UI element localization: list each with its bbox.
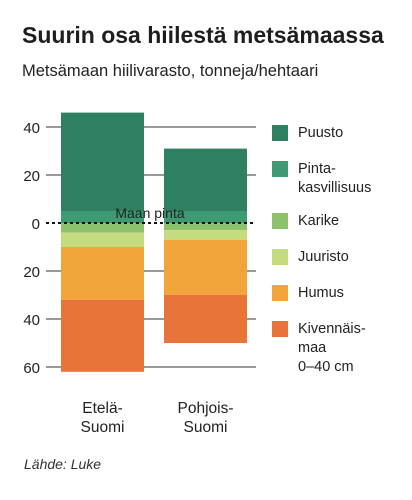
legend-item: Juuristo [272,248,349,267]
bar-segment [61,299,144,372]
bar-segment [164,211,247,223]
bar-segment [61,112,144,211]
legend-label: Humus [298,285,344,301]
bar-segment [61,211,144,223]
bar-segment [164,295,247,343]
y-tick-label: 40 [23,312,40,329]
legend-item: Puusto [272,124,343,143]
legend-swatch [272,285,288,301]
category-label: Pohjois-Suomi [178,400,234,436]
legend-swatch [272,213,288,229]
legend-item: Kivennäis- maa 0–40 cm [272,320,366,377]
legend-swatch [272,161,288,177]
ground-label: Maan pinta [115,205,184,221]
legend-swatch [272,249,288,265]
bar-segment [164,223,247,231]
legend-label: Kivennäis- maa 0–40 cm [298,321,366,375]
y-tick-label: 20 [23,168,40,185]
bar-segment [164,148,247,211]
legend-label: Juuristo [298,249,349,265]
bar-segment [61,247,144,300]
legend-item: Karike [272,212,339,231]
y-tick-label: 20 [23,264,40,281]
legend-item: Pinta- kasvillisuus [272,160,371,198]
bar-segment [164,239,247,295]
bar-segment [164,230,247,240]
chart-title: Suurin osa hiilestä metsämaassa [22,22,384,48]
legend-label: Karike [298,213,340,229]
y-tick-label: 60 [23,360,40,377]
legend-label: Puusto [298,125,344,141]
legend-label: Pinta- kasvillisuus [298,161,372,196]
y-tick-label: 0 [32,216,40,233]
y-tick-label: 40 [23,120,40,137]
legend-swatch [272,321,288,337]
legend-item: Humus [272,284,344,303]
bar-segment [61,232,144,247]
bar-segment [61,223,144,233]
category-label: Etelä-Suomi [81,400,125,436]
source-note: Lähde: Luke [24,456,102,472]
legend-swatch [272,125,288,141]
chart-subtitle: Metsämaan hiilivarasto, tonneja/hehtaari [22,62,319,80]
